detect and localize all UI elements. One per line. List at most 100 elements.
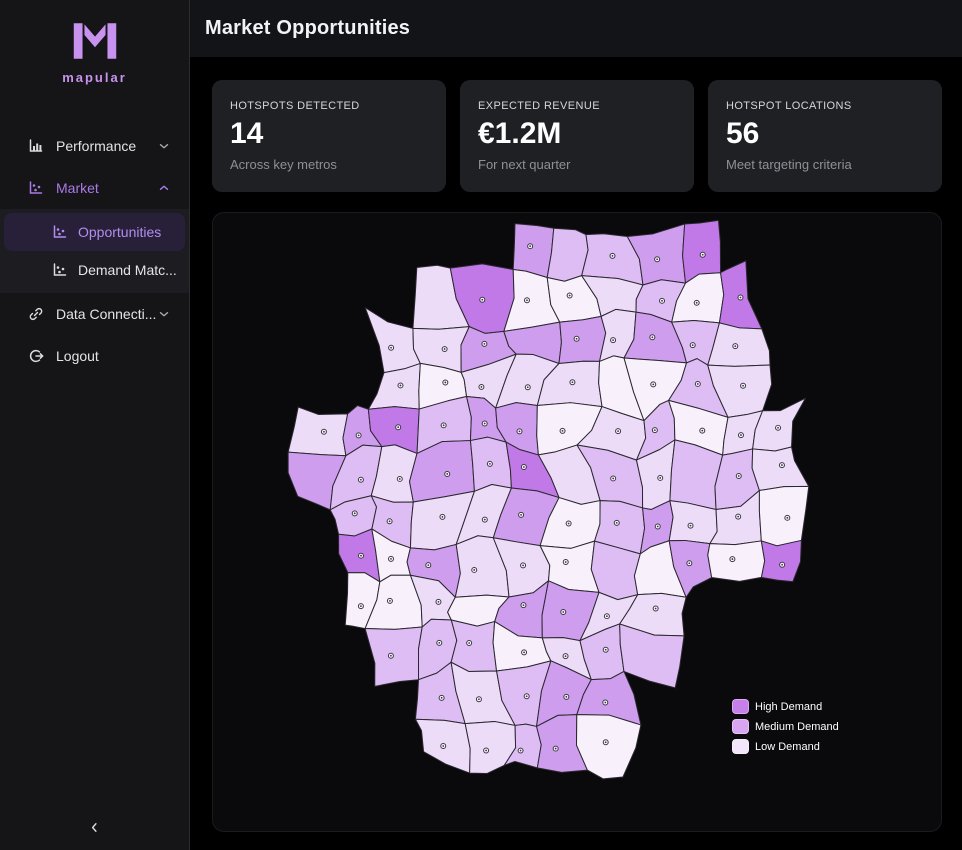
market-submenu: Opportunities Demand Matc... — [0, 209, 189, 293]
sidebar-item-logout[interactable]: Logout — [0, 335, 189, 377]
legend-label: Low Demand — [755, 740, 820, 753]
map-city-marker-center — [437, 600, 440, 603]
map-city-marker-center — [360, 554, 362, 557]
map-city-marker-center — [323, 430, 325, 433]
sidebar-item-market[interactable]: Market — [0, 167, 189, 209]
map-city-marker-center — [691, 344, 694, 347]
map-region[interactable] — [287, 406, 349, 457]
legend-label: High Demand — [755, 700, 823, 713]
map-city-marker-center — [360, 605, 362, 608]
map-city-marker-center — [483, 422, 486, 425]
map-city-marker-center — [389, 599, 391, 602]
map-city-marker-center — [701, 429, 704, 432]
chevron-down-icon — [157, 139, 171, 153]
stat-value: 56 — [726, 117, 760, 150]
map-region[interactable] — [760, 539, 802, 583]
map-city-marker-center — [526, 299, 528, 302]
sidebar-item-label: Data Connecti... — [56, 306, 157, 322]
sidebar-item-demand-matching[interactable]: Demand Matc... — [4, 251, 185, 289]
map-city-marker-center — [478, 698, 480, 701]
map-city-marker-center — [522, 466, 525, 468]
map-city-marker-center — [360, 478, 362, 481]
map-city-marker-center — [604, 648, 607, 651]
map-city-marker-center — [397, 426, 400, 429]
page-title: Market Opportunities — [205, 17, 411, 39]
legend-swatch-medium — [732, 719, 749, 734]
sidebar-item-performance[interactable]: Performance — [0, 125, 189, 167]
sidebar-nav: Performance Market Opportunities — [0, 125, 189, 377]
map-city-marker-center — [737, 475, 740, 477]
map-city-marker-center — [571, 381, 574, 384]
logo: mapular — [0, 0, 189, 85]
link-icon — [28, 306, 44, 322]
map-city-marker-center — [353, 512, 356, 515]
sidebar-item-label: Performance — [56, 138, 137, 154]
sidebar: mapular Performance Market — [0, 0, 190, 850]
map-city-marker-center — [615, 522, 618, 524]
map-city-marker-center — [734, 345, 737, 348]
main-content: Market Opportunities HOTSPOTS DETECTED 1… — [190, 0, 962, 850]
map-region[interactable] — [512, 223, 555, 278]
stat-subtitle: Across key metros — [230, 156, 337, 172]
map-region[interactable] — [751, 446, 810, 492]
map-city-marker-center — [398, 478, 401, 480]
chevron-up-icon — [157, 181, 171, 195]
map-region[interactable] — [576, 714, 642, 780]
stat-subtitle: Meet targeting criteria — [726, 156, 852, 172]
map-city-marker-center — [611, 254, 614, 257]
map-city-marker-center — [651, 336, 654, 339]
map-city-marker-center — [468, 642, 471, 644]
map-city-marker-center — [446, 473, 449, 475]
map-city-marker-center — [617, 430, 619, 432]
map-city-marker-center — [781, 563, 784, 566]
map-city-marker-center — [357, 434, 360, 437]
map-city-marker-center — [390, 654, 392, 657]
logout-icon — [28, 348, 44, 364]
sidebar-item-opportunities[interactable]: Opportunities — [4, 213, 185, 251]
map-city-marker-center — [612, 339, 614, 341]
sidebar-collapse-button[interactable] — [0, 813, 189, 841]
map-city-marker-center — [529, 245, 532, 248]
stat-label: EXPECTED REVENUE — [478, 100, 600, 112]
demand-map-panel: High Demand Medium Demand Low Demand — [212, 212, 942, 832]
map-legend: High Demand Medium Demand Low Demand — [732, 699, 839, 754]
map-city-marker-center — [441, 516, 444, 518]
map-city-marker-center — [440, 696, 443, 699]
map-city-marker-center — [526, 386, 529, 389]
map-city-marker-center — [561, 429, 564, 432]
legend-row-high: High Demand — [732, 699, 839, 714]
map-city-marker-center — [567, 522, 570, 525]
map-city-marker-center — [661, 299, 663, 302]
stat-card-hotspot-locations: HOTSPOT LOCATIONS 56 Meet targeting crit… — [708, 80, 942, 192]
map-region[interactable] — [758, 485, 810, 547]
map-region[interactable] — [464, 721, 517, 774]
legend-row-low: Low Demand — [732, 739, 839, 754]
scatter-chart-icon — [52, 224, 68, 240]
stat-subtitle: For next quarter — [478, 156, 571, 172]
map-city-marker-center — [742, 384, 744, 387]
map-city-marker-center — [520, 514, 522, 516]
map-city-marker-center — [485, 749, 487, 752]
map-city-marker-center — [653, 429, 656, 431]
map-region[interactable] — [619, 623, 685, 689]
map-region[interactable] — [707, 540, 766, 582]
map-region[interactable] — [364, 307, 421, 374]
choropleth-map[interactable] — [213, 213, 941, 831]
mapular-logo-icon — [73, 22, 116, 60]
map-city-marker-center — [654, 607, 657, 610]
map-region[interactable] — [450, 619, 498, 673]
map-city-marker-center — [606, 615, 608, 618]
sidebar-item-data-connections[interactable]: Data Connecti... — [0, 293, 189, 335]
map-city-marker-center — [562, 611, 565, 613]
scatter-chart-icon — [52, 262, 68, 278]
sidebar-item-label: Demand Matc... — [78, 262, 177, 278]
map-region[interactable] — [558, 315, 607, 365]
legend-swatch-high — [732, 699, 749, 714]
chevron-left-icon — [91, 822, 97, 832]
map-city-marker-center — [740, 434, 742, 436]
map-city-marker-center — [701, 253, 704, 256]
stat-label: HOTSPOTS DETECTED — [230, 100, 360, 112]
map-city-marker-center — [564, 655, 567, 658]
map-region[interactable] — [367, 362, 421, 410]
map-city-marker-center — [523, 651, 525, 654]
